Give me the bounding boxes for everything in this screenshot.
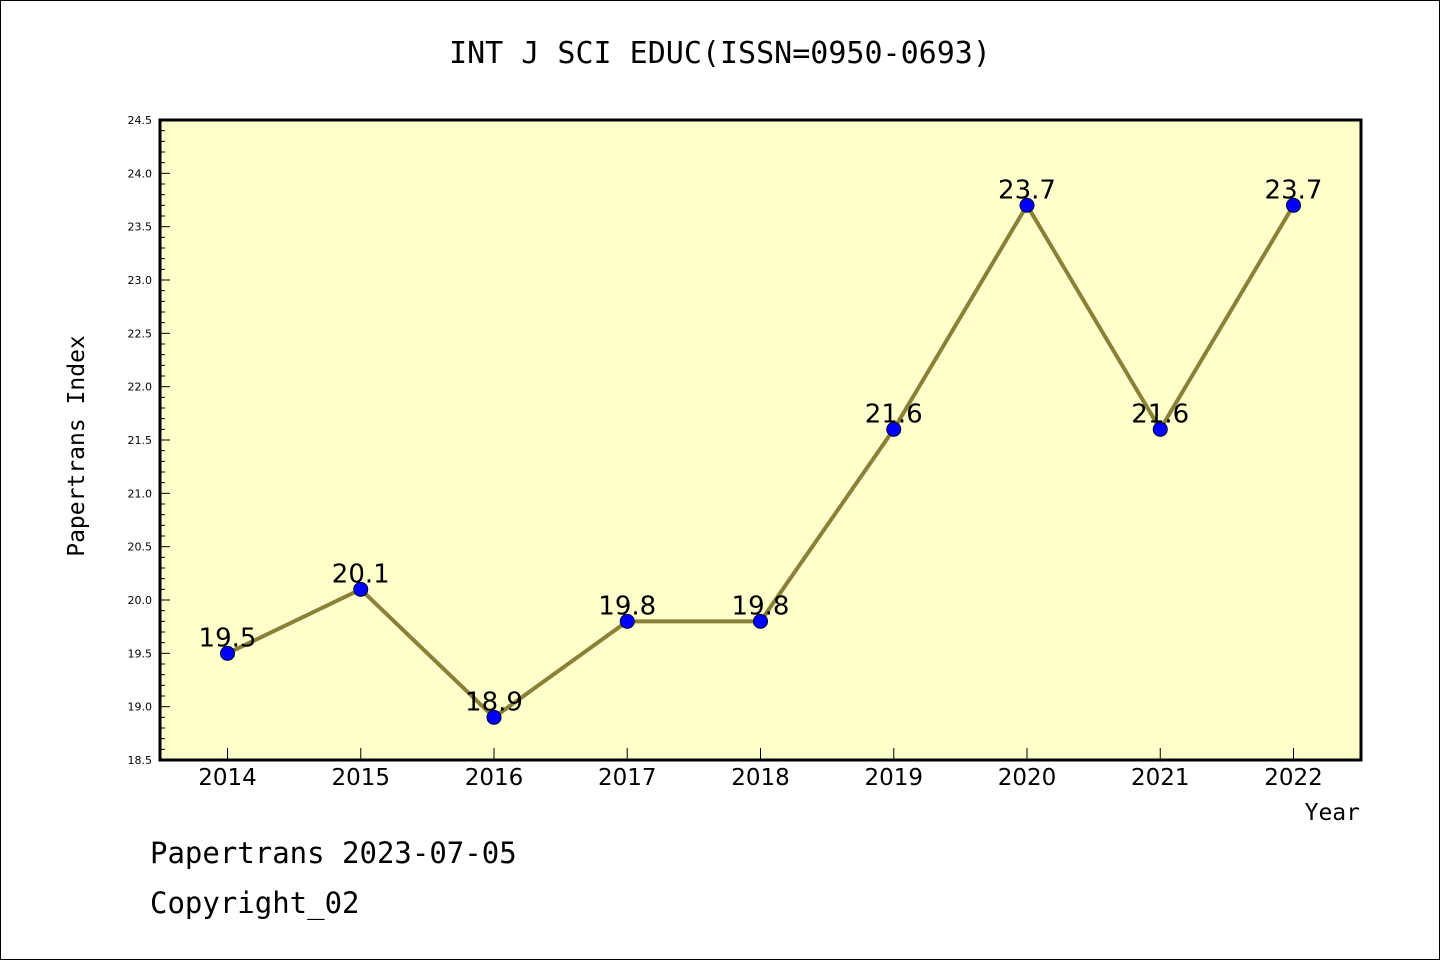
x-tick-label: 2022 [1264, 765, 1323, 791]
x-tick-label: 2019 [864, 765, 923, 791]
x-tick-label: 2018 [731, 765, 790, 791]
y-tick-label: 22.5 [128, 327, 153, 340]
y-tick-label: 22.0 [128, 381, 153, 394]
data-point [1152, 421, 1168, 437]
data-point [619, 613, 635, 629]
data-point [220, 645, 235, 661]
y-tick-label: 23.5 [128, 221, 153, 234]
data-labels: 19.5 20.1 18.9 19.8 19.8 21.6 23.7 21.6 23.7 [199, 175, 1323, 717]
chart-title: INT J SCI EDUC(ISSN=0950-0693) [449, 36, 991, 71]
y-axis-label: Papertrans Index [64, 335, 90, 557]
data-point [1286, 197, 1301, 213]
data-point [886, 421, 902, 437]
x-tick-label: 2021 [1131, 765, 1190, 791]
x-axis-label: Year [1305, 800, 1360, 826]
data-point [753, 613, 768, 629]
y-axis-ticks: 18.5 19.0 19.5 20.0 20.5 21.0 21.5 22.0 22.5 23.0… [128, 114, 170, 767]
data-label: 23.7 [998, 175, 1056, 205]
y-tick-label: 21.0 [128, 487, 153, 500]
x-tick-label: 2017 [598, 765, 657, 791]
x-axis-ticks: 2014 2015 2016 2017 2018 2019 2020 2021 2022 [198, 748, 1323, 791]
data-point [1019, 197, 1035, 213]
y-tick-label: 23.0 [128, 274, 153, 287]
data-label: 21.6 [1131, 399, 1189, 429]
x-tick-label: 2014 [198, 765, 257, 791]
y-tick-label: 19.5 [128, 647, 153, 660]
data-label: 19.8 [732, 591, 790, 621]
y-tick-label: 20.0 [128, 594, 153, 607]
data-point [486, 709, 502, 725]
y-tick-label: 21.5 [128, 434, 153, 447]
footer-date: Papertrans 2023-07-05 [150, 836, 517, 870]
data-point [353, 581, 369, 597]
y-tick-label: 19.0 [128, 701, 153, 714]
data-label: 21.6 [865, 399, 923, 429]
x-tick-label: 2016 [465, 765, 524, 791]
data-label: 19.5 [199, 623, 257, 653]
x-tick-label: 2020 [998, 765, 1057, 791]
data-label: 23.7 [1265, 175, 1323, 205]
plot-area [158, 118, 1363, 762]
y-tick-label: 24.5 [128, 114, 153, 127]
y-tick-label: 20.5 [128, 541, 153, 554]
y-tick-label: 18.5 [128, 754, 153, 767]
data-label: 19.8 [598, 591, 656, 621]
data-label: 20.1 [332, 559, 390, 589]
footer-copyright: Copyright_02 [150, 886, 360, 920]
data-label: 18.9 [465, 687, 523, 717]
data-markers [220, 197, 1301, 725]
y-tick-label: 24.0 [128, 167, 153, 180]
x-tick-label: 2015 [331, 765, 390, 791]
